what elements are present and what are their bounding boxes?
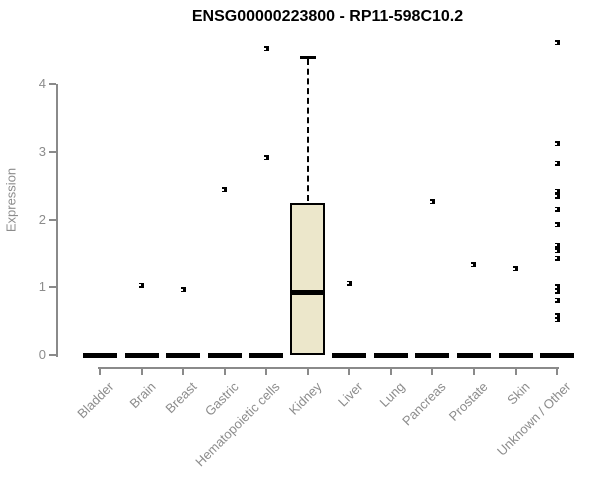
outlier-point <box>554 248 560 254</box>
outlier-point <box>222 187 228 193</box>
collapsed-box-median-bar <box>124 353 159 358</box>
outlier-point <box>263 46 269 52</box>
outlier-point-hole <box>471 263 474 266</box>
outlier-point <box>554 141 560 147</box>
y-axis-tick-label: 3 <box>38 143 46 159</box>
x-axis-tick <box>389 369 392 375</box>
chart-title: ENSG00000223800 - RP11-598C10.2 <box>191 8 464 25</box>
y-axis-line <box>56 84 58 357</box>
outlier-point-hole <box>554 299 557 302</box>
x-axis-tick <box>140 369 143 375</box>
outlier-point <box>554 188 560 194</box>
box <box>290 203 326 355</box>
x-axis-category-label: Skin <box>504 378 547 407</box>
outlier-point <box>554 288 560 294</box>
x-axis-tick <box>99 369 101 375</box>
outlier-point-hole <box>554 195 557 198</box>
outlier-point-hole <box>554 142 557 145</box>
x-axis-tick <box>348 369 351 375</box>
outlier-point-hole <box>222 188 225 191</box>
x-axis-category-label: Liver <box>335 378 383 410</box>
outlier-point <box>554 40 560 46</box>
x-axis-category-label-text: Bladder <box>74 379 117 422</box>
x-axis-tick <box>223 369 226 375</box>
outlier-point-hole <box>554 257 557 260</box>
outlier-point-hole <box>554 162 557 165</box>
y-axis-tick <box>49 150 56 153</box>
outlier-point-hole <box>263 156 266 159</box>
outlier-point-hole <box>554 223 557 226</box>
outlier-point <box>554 242 560 248</box>
x-axis-tick <box>306 369 309 375</box>
x-axis-tick <box>556 369 559 375</box>
x-axis-line <box>98 367 560 369</box>
x-axis-category-label: Lung <box>376 378 426 410</box>
x-axis-tick <box>182 369 185 375</box>
outlier-point <box>554 284 560 290</box>
outlier-point-hole <box>554 190 557 193</box>
outlier-point-hole <box>513 267 515 270</box>
x-axis-category-label: Unknown / Other <box>494 378 600 459</box>
outlier-point-hole <box>554 318 557 321</box>
collapsed-box-median-bar <box>456 353 491 358</box>
collapsed-box-median-bar <box>332 353 367 358</box>
collapsed-box-median-bar <box>249 353 284 358</box>
collapsed-box-median-bar <box>83 353 117 358</box>
y-axis-tick-label: 2 <box>38 211 46 227</box>
outlier-point <box>139 282 145 288</box>
outlier-point <box>180 287 186 293</box>
box-median-line <box>291 289 325 295</box>
outlier-point-hole <box>554 244 557 247</box>
outlier-point <box>554 313 560 319</box>
x-axis-tick <box>431 369 434 375</box>
outlier-point-hole <box>139 284 142 287</box>
outlier-point-hole <box>554 249 557 252</box>
collapsed-box-median-bar <box>166 353 201 358</box>
outlier-point-hole <box>180 288 183 291</box>
collapsed-box-median-bar <box>540 353 575 358</box>
outlier-point <box>554 160 560 166</box>
outlier-point-hole <box>346 282 349 285</box>
outlier-point-hole <box>554 314 557 317</box>
outlier-point-hole <box>554 41 557 44</box>
outlier-point <box>554 222 560 228</box>
whisker-line <box>306 58 309 202</box>
y-axis-tick-label: 0 <box>38 347 46 362</box>
outlier-point-hole <box>554 285 557 288</box>
y-axis-tick-label: 1 <box>38 279 46 295</box>
outlier-point <box>554 193 560 199</box>
outlier-point <box>471 262 477 268</box>
x-axis-tick <box>265 369 268 375</box>
collapsed-box-median-bar <box>373 353 408 358</box>
collapsed-box-median-bar <box>415 353 450 358</box>
outlier-point <box>554 255 560 261</box>
x-axis-tick <box>514 369 517 375</box>
outlier-point <box>346 280 352 286</box>
outlier-point <box>429 199 435 205</box>
outlier-point-hole <box>429 200 432 203</box>
outlier-point <box>554 206 560 212</box>
x-axis-tick <box>472 369 475 375</box>
outlier-point <box>513 266 518 272</box>
outlier-point <box>263 155 269 161</box>
y-axis-tick <box>49 218 56 221</box>
collapsed-box-median-bar <box>498 353 533 358</box>
y-axis-tick <box>49 83 56 85</box>
outlier-point-hole <box>554 208 557 211</box>
y-axis-tick <box>49 286 56 289</box>
collapsed-box-median-bar <box>207 353 242 358</box>
outlier-point-hole <box>263 47 266 50</box>
outlier-point <box>554 317 560 323</box>
outlier-point-hole <box>554 290 557 293</box>
y-axis-tick <box>49 354 56 356</box>
y-axis-tick-label: 4 <box>38 76 46 91</box>
outlier-point <box>554 297 560 303</box>
whisker-cap <box>299 55 316 59</box>
